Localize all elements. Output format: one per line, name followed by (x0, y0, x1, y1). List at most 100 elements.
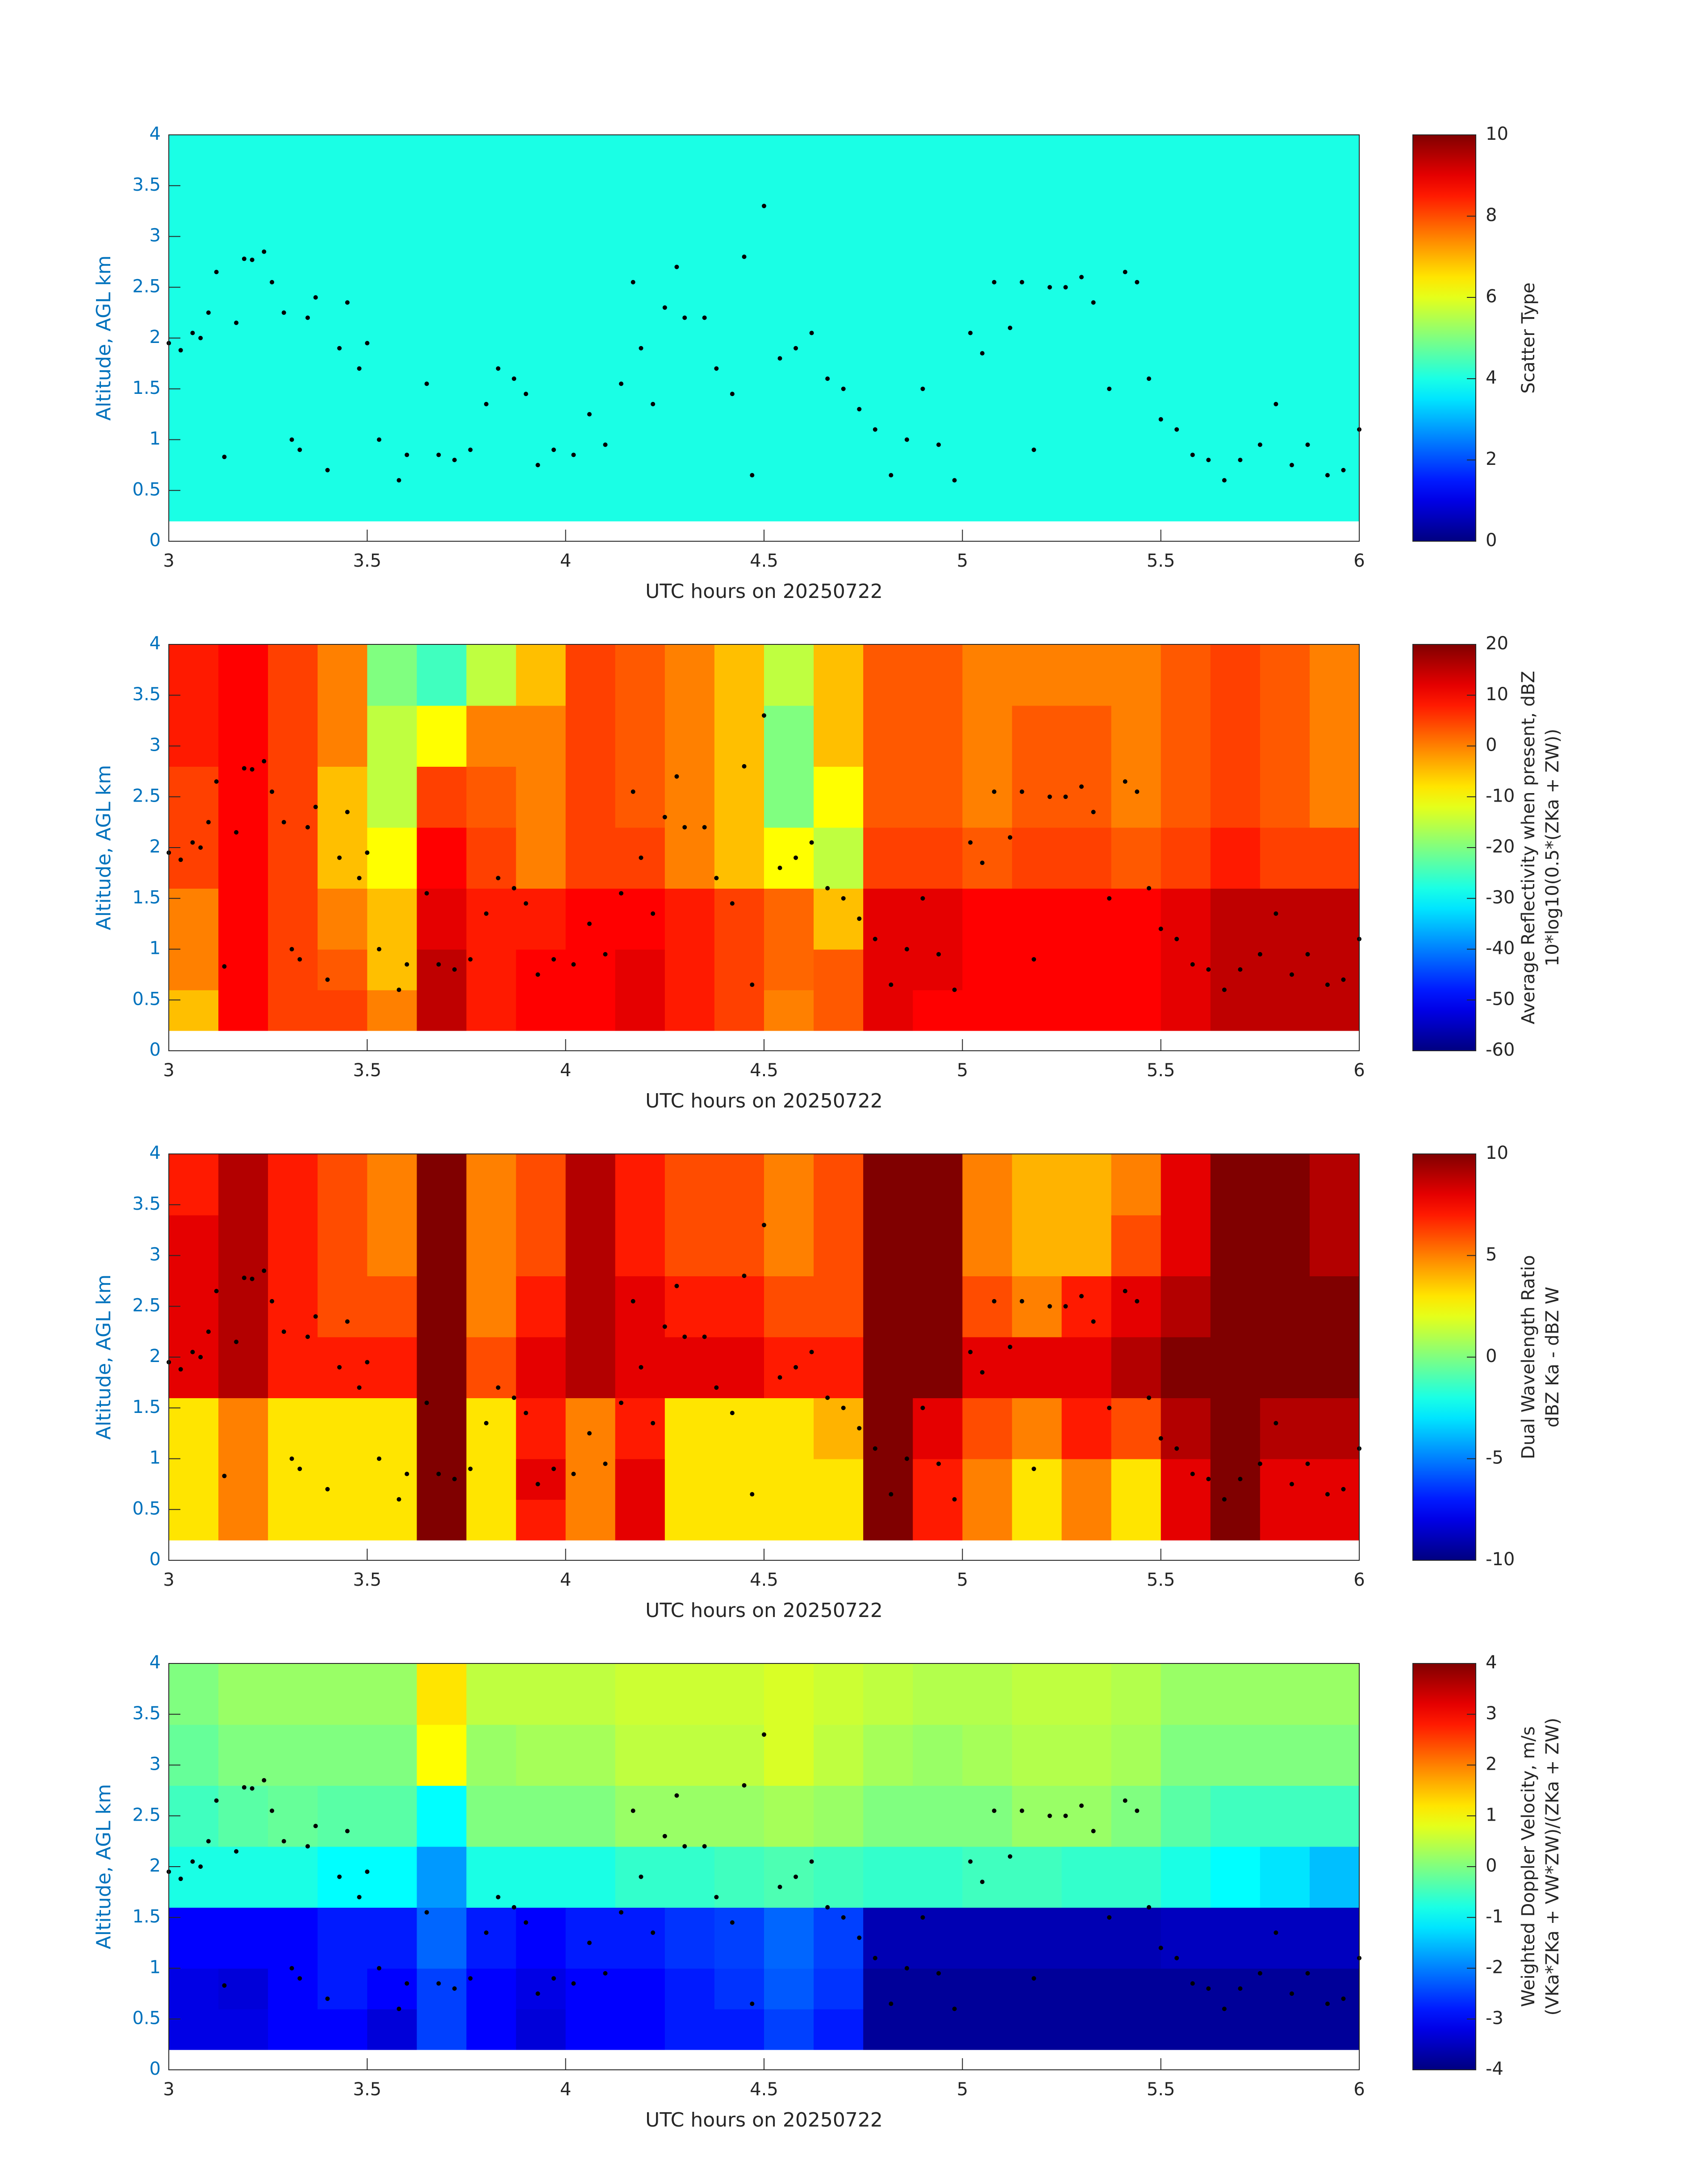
heat-cell (317, 1458, 368, 1500)
point (178, 1367, 183, 1372)
point (206, 310, 211, 315)
heat-cell (317, 1724, 368, 1786)
heat-cell (913, 1724, 963, 1786)
heat-cell (1260, 1846, 1310, 1908)
heat-cell (962, 1785, 1013, 1847)
heat-cell (1161, 705, 1211, 767)
heat-cell (913, 480, 963, 522)
heat-cell (466, 379, 517, 440)
heat-cell (367, 196, 418, 257)
colorbar-label: (VKa*ZKa + VW*ZW)/(ZKa + ZW) (1542, 1718, 1563, 2016)
heat-cell (317, 1968, 368, 2010)
point (682, 1844, 687, 1849)
heat-cell (764, 1499, 814, 1541)
point (651, 401, 656, 406)
point (262, 759, 267, 764)
heat-cell (1260, 196, 1310, 257)
point (535, 972, 540, 977)
colorbar-tick-label: 2 (1486, 1754, 1497, 1775)
heat-cell (367, 379, 418, 440)
point (214, 1289, 219, 1294)
heat-cell (1210, 827, 1261, 889)
point (484, 1421, 489, 1425)
point (702, 315, 707, 320)
heat-cell (417, 766, 467, 828)
heat-cell (664, 644, 715, 706)
point (904, 437, 909, 442)
heat-cell (1309, 379, 1360, 440)
heat-cell (714, 379, 764, 440)
point (1341, 1996, 1346, 2001)
heat-cell (1309, 888, 1360, 950)
heat-cell (367, 135, 418, 196)
heat-cell (218, 135, 269, 196)
heat-cell (714, 990, 764, 1031)
heat-cell (466, 1398, 517, 1459)
point (1123, 779, 1128, 784)
point (603, 1971, 608, 1976)
point (242, 1785, 246, 1790)
heat-cell (1309, 827, 1360, 889)
heat-cell (1210, 1724, 1261, 1786)
colorbar-tick-label: -40 (1486, 938, 1515, 959)
heat-cell (1260, 1907, 1310, 1969)
heat-cell (1061, 1785, 1112, 1847)
point (702, 1844, 707, 1849)
heat-cell (367, 888, 418, 950)
y-tick-label: 3.5 (132, 684, 161, 705)
heat-cell (1309, 1846, 1360, 1908)
heat-cell (1210, 1907, 1261, 1969)
heat-cell (466, 1968, 517, 2010)
point (777, 356, 782, 361)
heat-cell (664, 1215, 715, 1276)
heat-cell (615, 644, 665, 706)
colorbar-tick-label: -10 (1486, 786, 1515, 806)
heat-cell (516, 1846, 566, 1908)
colorbar-tick-label: -3 (1486, 2008, 1503, 2028)
point (1019, 789, 1024, 794)
heat-cell (1111, 766, 1161, 828)
point (405, 1471, 409, 1476)
point (674, 1283, 679, 1288)
x-tick-label: 3.5 (353, 551, 382, 571)
heat-cell (714, 1785, 764, 1847)
point (662, 1834, 667, 1839)
point (397, 987, 401, 992)
heat-cell (1309, 439, 1360, 481)
y-tick-label: 0 (150, 530, 161, 551)
heat-cell (913, 1785, 963, 1847)
heat-cell (664, 1398, 715, 1459)
heat-cell (169, 439, 219, 481)
point (603, 1461, 608, 1466)
heat-cell (466, 705, 517, 767)
point (1190, 1981, 1195, 1986)
heat-cell (417, 257, 467, 318)
point (270, 1808, 275, 1813)
heat-cell (466, 1215, 517, 1276)
heat-cell (1111, 439, 1161, 481)
heat-cell (417, 480, 467, 522)
heat-cell (218, 990, 269, 1031)
heat-cell (913, 705, 963, 767)
heat-cell (714, 1968, 764, 2010)
x-tick-label: 3.5 (353, 2079, 382, 2100)
point (242, 766, 246, 771)
point (222, 1474, 227, 1479)
y-tick-label: 1.5 (132, 378, 161, 398)
point (750, 982, 755, 987)
heat-cell (764, 1846, 814, 1908)
point (619, 381, 624, 386)
heat-cell (1012, 705, 1062, 767)
heat-cell (417, 135, 467, 196)
heat-cell (1061, 439, 1112, 481)
point (825, 1905, 830, 1910)
heat-cell (516, 990, 566, 1031)
point (1147, 886, 1152, 890)
heat-cell (1012, 827, 1062, 889)
y-tick-label: 1 (150, 1448, 161, 1468)
heat-cell (664, 766, 715, 828)
heat-cell (218, 1907, 269, 1969)
heat-cell (1012, 1663, 1062, 1725)
point (1289, 1482, 1294, 1487)
point (262, 1268, 267, 1273)
